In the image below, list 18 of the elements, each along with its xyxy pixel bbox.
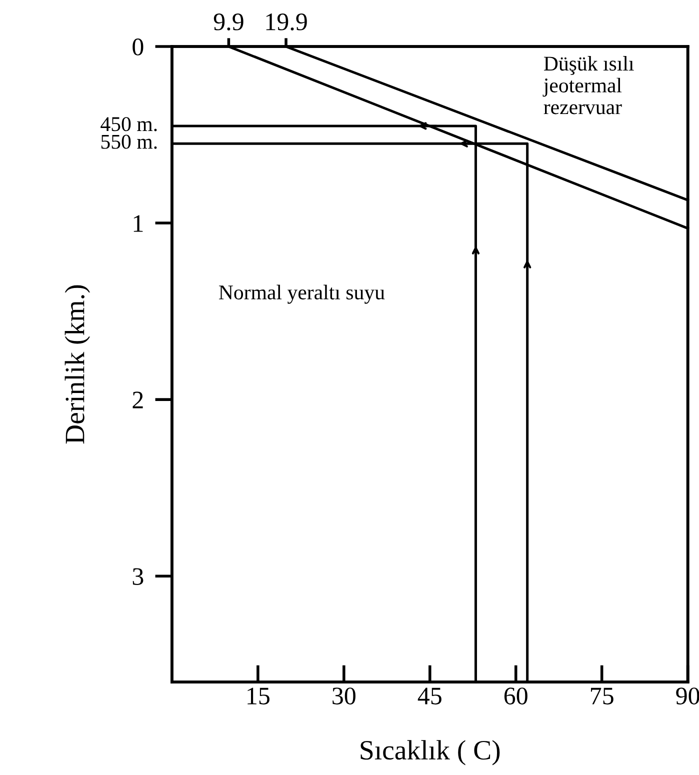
- x-tick-label: 30: [332, 688, 356, 704]
- x-tick-label: 15: [248, 688, 270, 704]
- x-axis-title: Sıcaklık ( C): [360, 740, 500, 766]
- x-tick-label: 90: [676, 688, 699, 704]
- annotation: Normal yeraltı suyu: [218, 284, 385, 304]
- y-tick-label: 0: [132, 38, 144, 56]
- annotation: 550 m.: [101, 134, 157, 149]
- x-tick-label: 60: [504, 688, 528, 704]
- x-tick-label: 75: [590, 688, 614, 704]
- x2-tick-label: 9.9: [214, 14, 244, 30]
- x2-tick-label: 19.9: [266, 14, 307, 30]
- y-axis-title: Derinlik (km.): [64, 285, 90, 444]
- y-tick-label: 1: [134, 215, 143, 232]
- y-tick-label: 3: [132, 568, 144, 586]
- y-tick-label: 2: [132, 392, 143, 408]
- annotation: 450 m.: [100, 117, 157, 132]
- annotation: Düşük ısılı jeotermal rezervuar: [542, 56, 634, 114]
- x-tick-label: 45: [418, 688, 442, 704]
